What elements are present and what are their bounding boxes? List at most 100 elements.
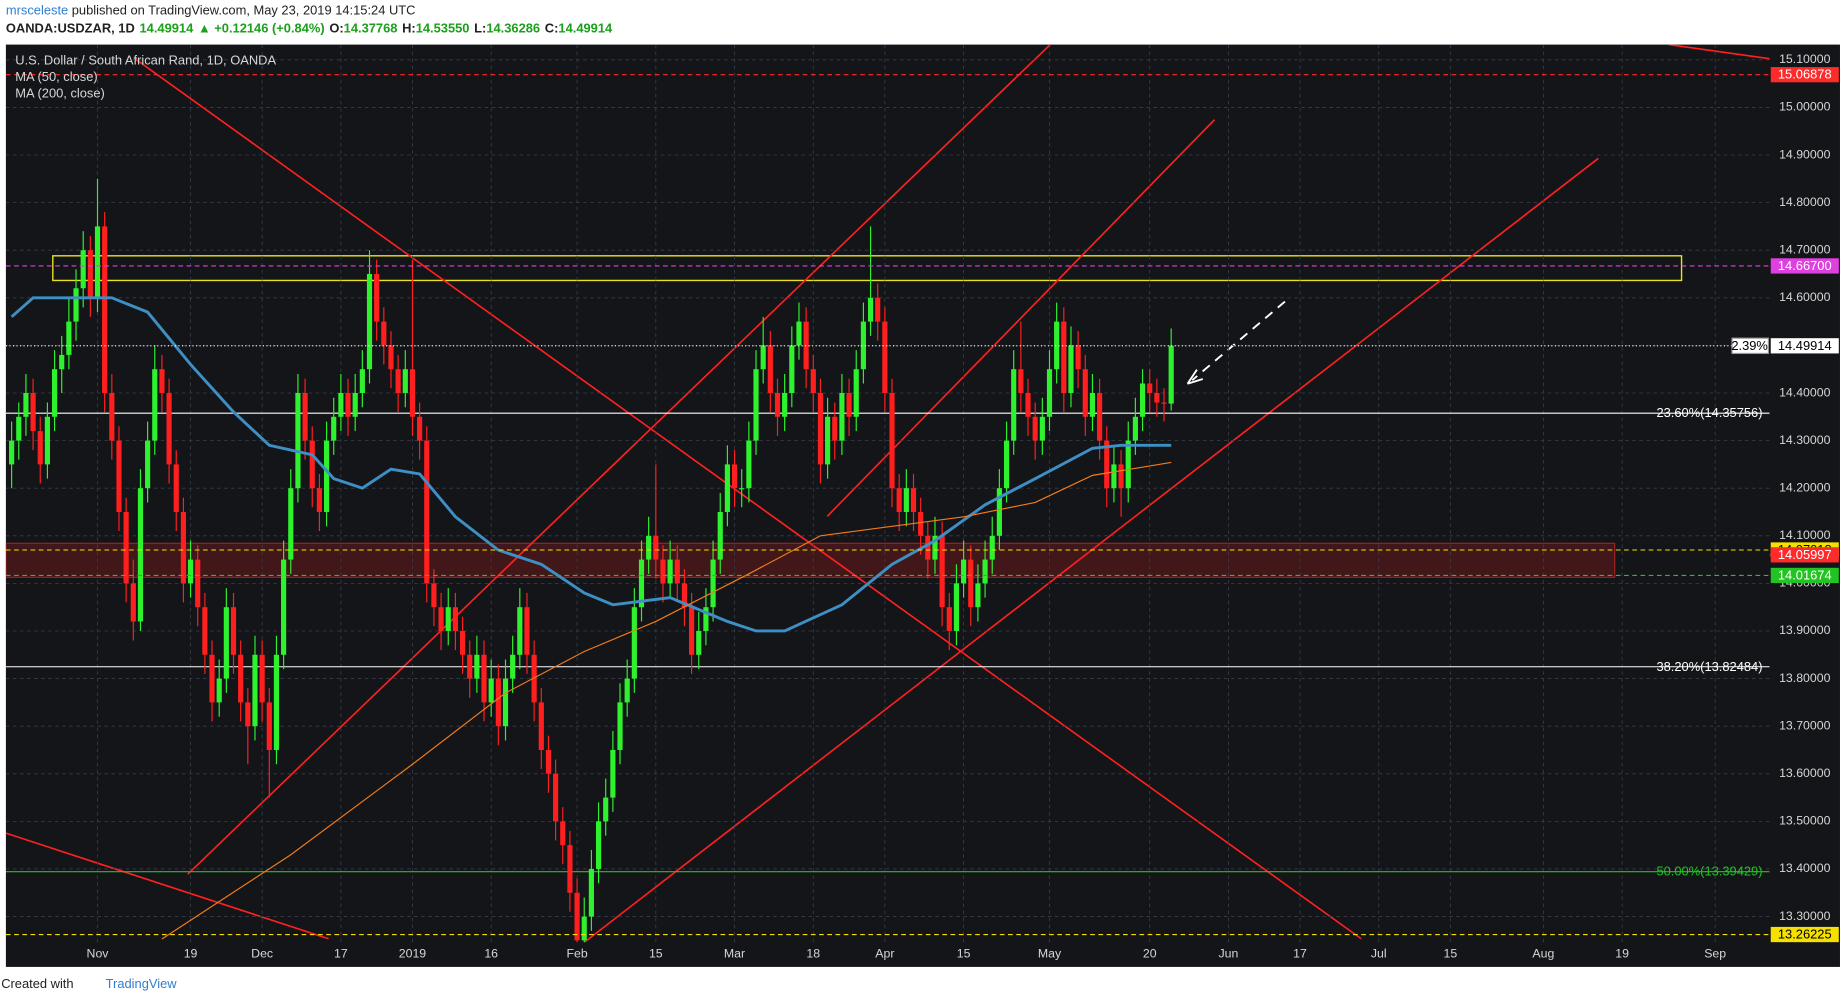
x-tick-label: 19 — [184, 946, 198, 960]
candle-body — [996, 488, 1002, 536]
candle-body — [896, 488, 902, 512]
candle-body — [409, 369, 416, 417]
y-tick-label: 14.70000 — [1779, 242, 1831, 256]
candle-body — [202, 607, 208, 655]
candle-body — [867, 297, 874, 322]
candle-body — [116, 440, 122, 512]
candle-body — [173, 464, 179, 512]
published: published on TradingView.com, May 23, 20… — [72, 3, 416, 18]
y-tick-label: 13.30000 — [1779, 909, 1831, 923]
price-label-box — [1770, 338, 1839, 354]
candle-body — [631, 607, 637, 679]
y-tick-label: 13.90000 — [1779, 623, 1831, 637]
candle-body — [1125, 440, 1131, 489]
series-layer — [5, 44, 1770, 943]
x-tick-label: 15 — [1443, 946, 1457, 960]
y-tick-label: 13.40000 — [1779, 861, 1831, 875]
candle-body — [1082, 369, 1088, 417]
candle-body — [1139, 383, 1146, 417]
candle-body — [975, 583, 981, 608]
fib-label: 23.60%(14.35756) — [1656, 405, 1762, 420]
candle-body — [374, 274, 380, 322]
candle-body — [918, 511, 924, 536]
price-label: 14.49914 — [1778, 338, 1832, 353]
candle-body — [910, 488, 917, 512]
author[interactable]: mrsceleste — [6, 3, 68, 18]
symbol: OANDA:USDZAR, 1D — [6, 21, 135, 36]
candle-body — [359, 369, 365, 394]
ohlc-key: H: — [402, 21, 416, 36]
candle-body — [109, 393, 115, 441]
candle-body — [882, 321, 888, 394]
candle-body — [581, 916, 587, 941]
candle-body — [44, 416, 50, 465]
ohlc-key: O: — [329, 21, 343, 36]
fib-label: 50.00%(13.39429) — [1656, 864, 1762, 879]
candle-body — [689, 607, 695, 655]
footer-brand[interactable]: TradingView — [106, 976, 178, 991]
arrow — [1191, 300, 1286, 381]
candle-body — [696, 630, 702, 655]
candle-body — [510, 654, 516, 679]
candle-body — [660, 559, 666, 584]
candle-body — [87, 250, 93, 298]
symbol-line: OANDA:USDZAR, 1D 14.49914 ▲ +0.12146 (+0.84… — [6, 21, 613, 36]
candle-body — [567, 845, 573, 893]
legend-entry: MA (200, close) — [15, 85, 105, 100]
candle-body — [982, 559, 988, 584]
candle-body — [502, 678, 509, 727]
x-tick-label: Aug — [1532, 946, 1554, 960]
ohlc: O:14.37768 H:14.53550 L:14.36286 C:14.49914 — [329, 21, 613, 36]
candle-body — [767, 345, 773, 394]
candle-body — [653, 535, 659, 560]
price-label-box — [1770, 567, 1839, 584]
candle-body — [1097, 393, 1103, 441]
candle-body — [1054, 321, 1060, 370]
candle-body — [102, 226, 108, 394]
candle-body — [266, 702, 272, 750]
y-tick-label: 14.90000 — [1779, 147, 1831, 161]
candle-body — [145, 440, 151, 489]
candle-body — [1132, 416, 1138, 441]
candle-body — [180, 511, 186, 584]
candle-body — [989, 535, 995, 560]
candle-body — [646, 535, 652, 560]
candle-body — [617, 702, 623, 750]
footer-text: Created with — [1, 976, 73, 991]
candle-body — [259, 654, 265, 703]
candle-body — [223, 607, 229, 679]
candle-body — [51, 369, 58, 417]
candle-body — [1111, 464, 1117, 489]
candle-body — [1068, 345, 1074, 394]
candle-body — [16, 416, 22, 441]
x-tick-label: 17 — [334, 946, 348, 960]
candle-body — [238, 654, 244, 703]
y-tick-label: 14.20000 — [1779, 480, 1831, 494]
candle-body — [782, 393, 788, 417]
candle-body — [431, 583, 437, 608]
arrow: ▲ — [198, 21, 211, 36]
x-tick-label: Apr — [875, 946, 894, 960]
x-tick-label: 18 — [806, 946, 820, 960]
candle-body — [288, 488, 294, 560]
candle-body — [860, 321, 866, 370]
price-label: 14.66700 — [1778, 258, 1832, 273]
header: mrsceleste published on TradingView.com, … — [6, 3, 416, 18]
candle-body — [474, 654, 480, 679]
price-label: 15.06878 — [1778, 67, 1832, 82]
candle-body — [524, 607, 530, 655]
candle-body — [245, 702, 251, 727]
candle-body — [710, 559, 716, 608]
candle-body — [366, 274, 373, 370]
candle-body — [746, 440, 752, 489]
y-tick-label: 15.00000 — [1779, 100, 1831, 114]
x-tick-label: Jun — [1219, 946, 1239, 960]
plot — [5, 44, 1770, 943]
y-tick-label: 13.60000 — [1779, 766, 1831, 780]
price-label: 14.05997 — [1778, 547, 1832, 562]
y-tick-label: 14.40000 — [1779, 385, 1831, 399]
chart-background — [5, 44, 1840, 967]
candle-body — [724, 464, 730, 512]
candle-body — [381, 321, 387, 346]
